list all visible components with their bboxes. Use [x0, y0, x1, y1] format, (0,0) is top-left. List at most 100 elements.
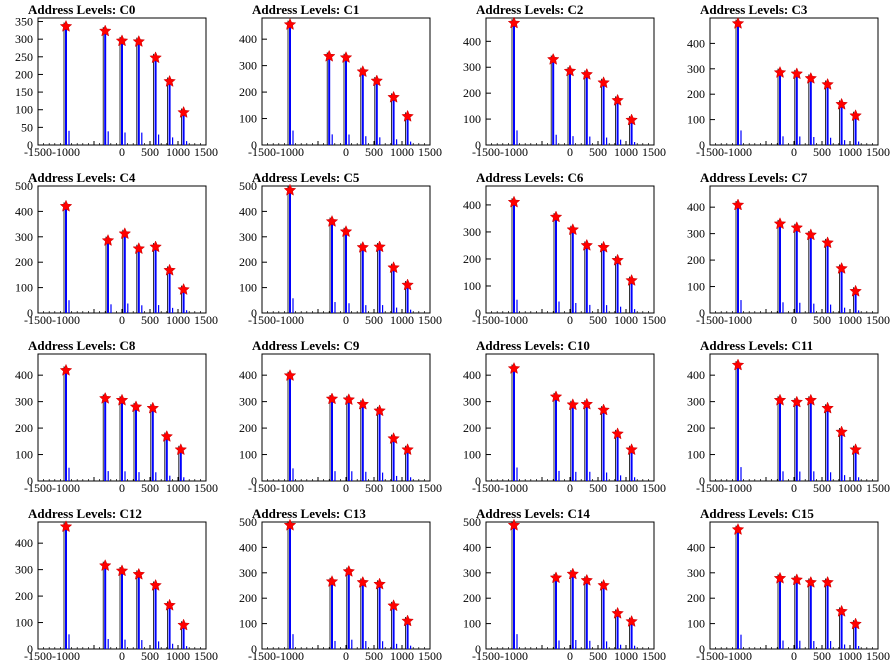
peak-star-marker: [373, 240, 386, 253]
x-tick-label: -1500: [696, 313, 724, 327]
y-tick-label: 50: [21, 120, 33, 134]
histogram-panel-7: Address Levels: C7-1500 -1000 0 500 1000 1500…: [687, 170, 890, 327]
y-tick-label: 400: [463, 198, 481, 212]
peak-star-marker: [611, 93, 624, 106]
peak-star-marker: [546, 52, 560, 65]
y-tick-label: 200: [15, 255, 33, 269]
y-tick-label: 400: [15, 536, 33, 550]
y-tick-label: 300: [687, 62, 705, 76]
y-tick-label: 100: [687, 280, 705, 294]
y-tick-label: 300: [463, 225, 481, 239]
histogram-panel-6: Address Levels: C6-1500 -1000 0 500 1000 1500…: [463, 170, 666, 327]
plot-frame: [261, 353, 431, 482]
y-tick-label: 100: [15, 281, 33, 295]
x-tick-label: -1500: [696, 481, 724, 495]
peak-star-marker: [283, 183, 297, 196]
x-tick-label: -1000: [276, 649, 304, 663]
peak-star-marker: [98, 391, 112, 404]
peak-star-marker: [731, 358, 745, 371]
x-tick-label: 1000: [838, 145, 862, 159]
panel-title: Address Levels: C13: [252, 506, 366, 521]
peak-star-marker: [59, 199, 73, 212]
x-tick-label: -1000: [52, 145, 80, 159]
panel-title: Address Levels: C4: [28, 170, 136, 185]
x-tick-label: 1000: [390, 481, 414, 495]
y-tick-label: 300: [687, 227, 705, 241]
peak-star-marker: [507, 195, 521, 208]
y-tick-label: 0: [699, 474, 705, 488]
peak-star-marker: [149, 51, 162, 64]
x-tick-label: 1000: [390, 145, 414, 159]
y-tick-label: 300: [239, 395, 257, 409]
peak-star-marker: [132, 242, 146, 255]
peak-star-marker: [132, 34, 146, 48]
x-tick-label: 0: [119, 481, 125, 495]
x-tick-label: 1500: [866, 313, 890, 327]
y-tick-label: 100: [687, 448, 705, 462]
x-tick-label: -1000: [500, 649, 528, 663]
y-tick-label: 300: [15, 395, 33, 409]
x-tick-label: 0: [567, 481, 573, 495]
panel-title: Address Levels: C1: [252, 2, 359, 17]
y-tick-label: 200: [239, 85, 257, 99]
y-tick-label: 200: [463, 252, 481, 266]
peak-star-marker: [401, 443, 414, 456]
peak-star-marker: [115, 564, 129, 577]
peak-star-marker: [163, 74, 176, 87]
x-tick-label: -1000: [724, 313, 752, 327]
peak-star-marker: [804, 393, 818, 406]
x-tick-label: 500: [141, 481, 159, 495]
x-tick-label: 500: [365, 145, 383, 159]
histogram-panel-11: Address Levels: C11-1500 -1000 0 500 1000 150…: [687, 338, 890, 495]
histogram-panel-5: Address Levels: C5-1500 -1000 0 500 1000 1500…: [239, 170, 442, 327]
x-tick-label: 0: [567, 313, 573, 327]
y-tick-label: 400: [687, 368, 705, 382]
peak-star-marker: [849, 109, 862, 122]
peak-star-marker: [149, 578, 162, 591]
x-tick-label: 500: [813, 145, 831, 159]
peak-star-marker: [160, 429, 174, 442]
peak-star-marker: [790, 67, 804, 80]
panel-title: Address Levels: C5: [252, 170, 360, 185]
x-tick-label: 0: [343, 145, 349, 159]
y-tick-label: 400: [687, 540, 705, 554]
x-tick-label: 1500: [642, 649, 666, 663]
y-tick-label: 100: [239, 448, 257, 462]
x-tick-label: 1500: [418, 481, 442, 495]
x-tick-label: 1500: [194, 481, 218, 495]
histogram-panel-15: Address Levels: C15-1500 -1000 0 500 1000 150…: [687, 506, 890, 663]
y-tick-label: 0: [27, 642, 33, 656]
panel-title: Address Levels: C12: [28, 506, 142, 521]
peak-star-marker: [149, 240, 162, 253]
y-tick-label: 400: [687, 200, 705, 214]
x-tick-label: -1000: [276, 145, 304, 159]
x-tick-label: 0: [567, 649, 573, 663]
x-tick-label: 1000: [614, 145, 638, 159]
peak-star-marker: [580, 67, 594, 80]
peak-star-marker: [283, 17, 297, 31]
y-tick-label: 400: [463, 540, 481, 554]
peak-star-marker: [566, 567, 580, 580]
peak-star-marker: [611, 606, 624, 619]
x-tick-label: 500: [589, 145, 607, 159]
y-tick-label: 200: [463, 421, 481, 435]
peak-star-marker: [549, 571, 563, 584]
x-tick-label: 0: [119, 313, 125, 327]
x-tick-label: -1500: [24, 145, 52, 159]
x-tick-label: 0: [343, 649, 349, 663]
x-tick-label: 1500: [866, 649, 890, 663]
peak-star-marker: [790, 395, 804, 408]
peak-star-marker: [597, 240, 610, 253]
x-tick-label: 1000: [166, 145, 190, 159]
peak-star-marker: [132, 567, 146, 580]
peak-star-marker: [563, 64, 577, 77]
y-tick-label: 300: [15, 230, 33, 244]
peak-star-marker: [790, 221, 804, 234]
peak-star-marker: [118, 227, 132, 240]
peak-star-marker: [129, 400, 143, 413]
peak-star-marker: [342, 564, 356, 577]
x-tick-label: -1500: [248, 481, 276, 495]
x-tick-label: 1500: [418, 649, 442, 663]
x-tick-label: 500: [365, 481, 383, 495]
peak-star-marker: [339, 51, 353, 64]
